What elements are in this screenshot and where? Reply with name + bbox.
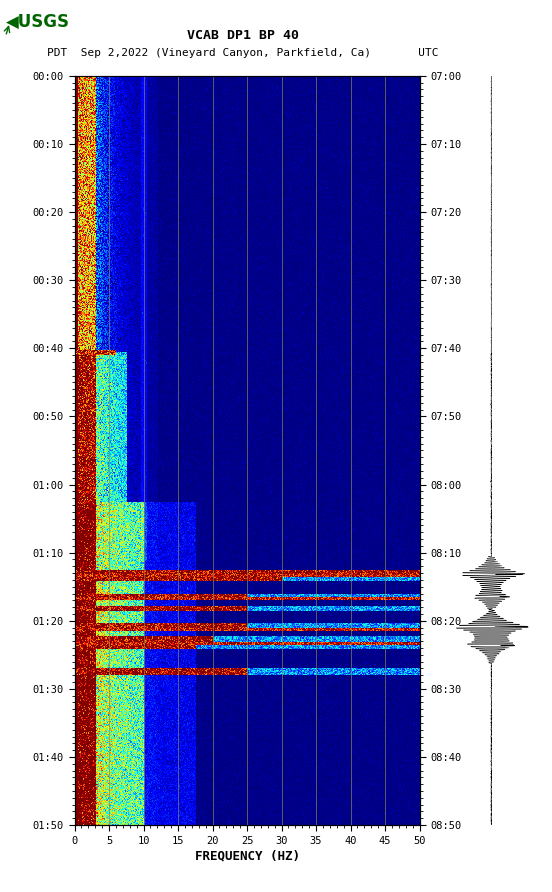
Text: PDT  Sep 2,2022 (Vineyard Canyon, Parkfield, Ca)       UTC: PDT Sep 2,2022 (Vineyard Canyon, Parkfie… <box>47 48 439 58</box>
Text: VCAB DP1 BP 40: VCAB DP1 BP 40 <box>187 29 299 42</box>
Text: ◀USGS: ◀USGS <box>6 13 70 31</box>
X-axis label: FREQUENCY (HZ): FREQUENCY (HZ) <box>194 850 300 863</box>
